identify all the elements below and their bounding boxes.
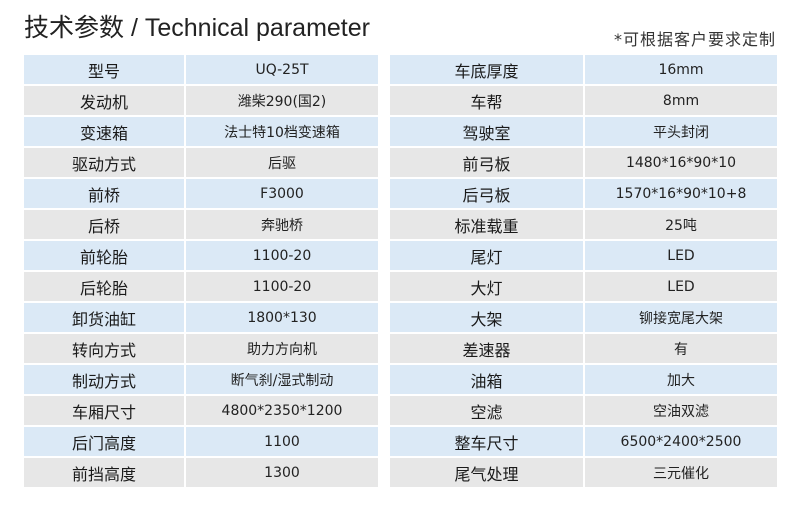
param-label: 后轮胎 <box>24 272 184 301</box>
table-row: 变速箱 法士特10档变速箱 <box>24 117 378 148</box>
param-label: 卸货油缸 <box>24 303 184 332</box>
param-value: LED <box>585 272 777 301</box>
table-row: 后门高度 1100 <box>24 427 378 458</box>
table-row: 差速器有 <box>390 334 777 365</box>
param-label: 车帮 <box>390 86 583 115</box>
param-value: 断气刹/湿式制动 <box>186 365 378 394</box>
table-row: 大灯 LED <box>390 272 777 303</box>
title-en: Technical parameter <box>144 14 370 42</box>
page-title: 技术参数 / Technical parameter <box>24 8 370 44</box>
table-row: 驱动方式 后驱 <box>24 148 378 179</box>
param-value: 16mm <box>585 55 777 84</box>
param-value: 1480*16*90*10 <box>585 148 777 177</box>
param-value: 4800*2350*1200 <box>186 396 378 425</box>
table-row: 制动方式 断气刹/湿式制动 <box>24 365 378 396</box>
table-row: 卸货油缸 1800*130 <box>24 303 378 334</box>
param-label: 前挡高度 <box>24 458 184 487</box>
param-label: 油箱 <box>390 365 583 394</box>
param-label: 尾灯 <box>390 241 583 270</box>
param-value: 平头封闭 <box>585 117 777 146</box>
table-row: 尾气处理 三元催化 <box>390 458 777 489</box>
table-row: 车厢尺寸 4800*2350*1200 <box>24 396 378 427</box>
table-row: 驾驶室 平头封闭 <box>390 117 777 148</box>
param-value: 1100-20 <box>186 272 378 301</box>
table-row: 转向方式 助力方向机 <box>24 334 378 365</box>
param-label: 大灯 <box>390 272 583 301</box>
table-row: 前弓板 1480*16*90*10 <box>390 148 777 179</box>
param-value: 加大 <box>585 365 777 394</box>
param-label: 车厢尺寸 <box>24 396 184 425</box>
param-value: 1100 <box>186 427 378 456</box>
param-label: 制动方式 <box>24 365 184 394</box>
table-row: 车帮 8mm <box>390 86 777 117</box>
table-row: 后弓板 1570*16*90*10+8 <box>390 179 777 210</box>
param-label: 前轮胎 <box>24 241 184 270</box>
spec-table-right: 车底厚度 16mm 车帮 8mm 驾驶室 平头封闭 前弓板 1480*16*90*10 后弓板 1… <box>390 55 777 489</box>
param-value: F3000 <box>186 179 378 208</box>
customization-note: *可根据客户要求定制 <box>613 30 776 49</box>
param-label: 后弓板 <box>390 179 583 208</box>
param-value: 潍柴290(国2) <box>186 86 378 115</box>
table-row: 前轮胎 1100-20 <box>24 241 378 272</box>
param-value: 6500*2400*2500 <box>585 427 777 456</box>
param-value: UQ-25T <box>186 55 378 84</box>
param-label: 后桥 <box>24 210 184 239</box>
table-row: 型号 UQ-25T <box>24 55 378 86</box>
param-value: 1300 <box>186 458 378 487</box>
table-row: 标准载重 25吨 <box>390 210 777 241</box>
param-label: 发动机 <box>24 86 184 115</box>
param-value: 1800*130 <box>186 303 378 332</box>
table-row: 油箱 加大 <box>390 365 777 396</box>
param-label: 空滤 <box>390 396 583 425</box>
table-row: 前挡高度 1300 <box>24 458 378 489</box>
param-label: 车底厚度 <box>390 55 583 84</box>
param-value: 铆接宽尾大架 <box>585 303 777 332</box>
param-label: 尾气处理 <box>390 458 583 487</box>
title-separator: / <box>124 14 145 42</box>
table-row: 尾灯 LED <box>390 241 777 272</box>
table-row: 大架 铆接宽尾大架 <box>390 303 777 334</box>
param-label: 前弓板 <box>390 148 583 177</box>
param-label: 前桥 <box>24 179 184 208</box>
param-value: 有 <box>585 334 777 363</box>
param-value: 奔驰桥 <box>186 210 378 239</box>
table-row: 车底厚度 16mm <box>390 55 777 86</box>
param-value: 后驱 <box>186 148 378 177</box>
table-row: 发动机 潍柴290(国2) <box>24 86 378 117</box>
table-row: 前桥 F3000 <box>24 179 378 210</box>
title-cn: 技术参数 <box>24 13 125 42</box>
table-row: 后轮胎 1100-20 <box>24 272 378 303</box>
param-value: 25吨 <box>585 210 777 239</box>
table-row: 整车尺寸 6500*2400*2500 <box>390 427 777 458</box>
param-label: 变速箱 <box>24 117 184 146</box>
param-value: LED <box>585 241 777 270</box>
param-value: 空油双滤 <box>585 396 777 425</box>
param-label: 型号 <box>24 55 184 84</box>
spec-table-left: 型号 UQ-25T 发动机 潍柴290(国2) 变速箱 法士特10档变速箱 驱动方式 后驱 前桥… <box>24 55 378 489</box>
param-value: 三元催化 <box>585 458 777 487</box>
param-label: 差速器 <box>390 334 583 363</box>
param-label: 标准载重 <box>390 210 583 239</box>
param-label: 整车尺寸 <box>390 427 583 456</box>
param-label: 后门高度 <box>24 427 184 456</box>
param-label: 驾驶室 <box>390 117 583 146</box>
param-value: 法士特10档变速箱 <box>186 117 378 146</box>
table-row: 后桥 奔驰桥 <box>24 210 378 241</box>
param-value: 1570*16*90*10+8 <box>585 179 777 208</box>
param-value: 1100-20 <box>186 241 378 270</box>
param-label: 驱动方式 <box>24 148 184 177</box>
param-label: 大架 <box>390 303 583 332</box>
param-label: 转向方式 <box>24 334 184 363</box>
param-value: 8mm <box>585 86 777 115</box>
table-row: 空滤 空油双滤 <box>390 396 777 427</box>
param-value: 助力方向机 <box>186 334 378 363</box>
